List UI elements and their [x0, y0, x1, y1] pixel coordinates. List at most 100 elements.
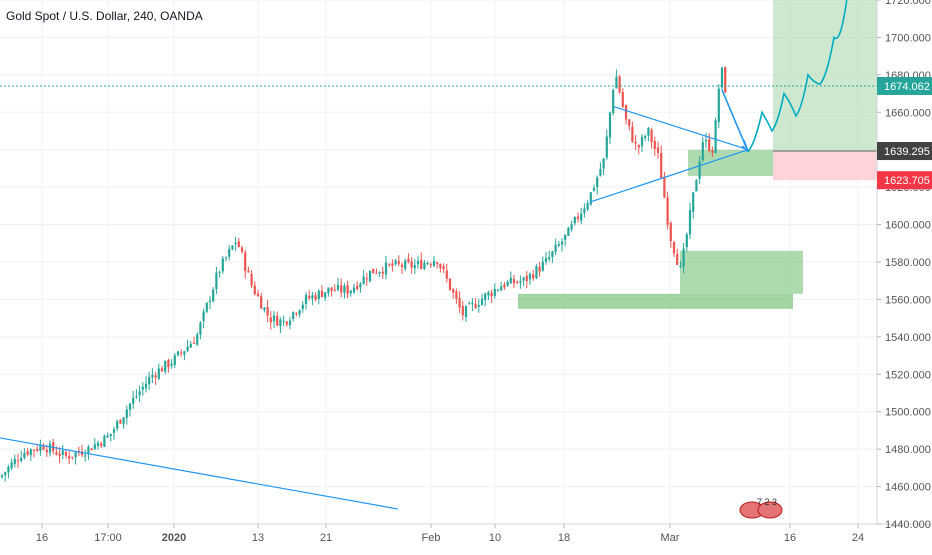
candle-body — [493, 289, 496, 297]
candle-body — [45, 449, 48, 453]
candle-body — [573, 216, 576, 224]
candle-body — [10, 462, 13, 469]
candle-body — [631, 126, 634, 142]
candle-body — [292, 312, 295, 319]
candle-body — [480, 298, 484, 305]
candle-body — [599, 169, 602, 176]
candle-body — [538, 266, 541, 272]
candle-body — [106, 435, 109, 438]
candle-body — [381, 271, 384, 274]
time-axis[interactable]: 16 17:00 2020 13 21 Feb 10 18 Mar 16 24 — [36, 524, 864, 544]
candle-body — [340, 285, 343, 293]
candle-body — [247, 270, 250, 273]
candle-body — [192, 342, 196, 344]
y-tick-label: 1660.000 — [885, 107, 931, 119]
candle-body — [314, 295, 317, 300]
candle-body — [173, 355, 176, 365]
candle-body — [416, 260, 420, 265]
candle-body — [0, 475, 4, 477]
candle-body — [215, 272, 218, 290]
candle-body — [208, 300, 212, 302]
candle-body — [685, 234, 688, 248]
candle-body — [61, 450, 64, 455]
candle-body — [164, 360, 167, 372]
trendline-resistance — [613, 106, 749, 151]
candle-body — [724, 67, 727, 93]
candle-body — [442, 266, 445, 270]
current-price-label-box — [877, 76, 932, 95]
candle-body — [125, 409, 128, 418]
candle-body — [688, 209, 692, 235]
candle-body — [397, 261, 400, 264]
candle-body — [304, 294, 308, 304]
candle-body — [4, 472, 7, 476]
candle-body — [128, 403, 132, 410]
demand-zone — [688, 149, 773, 176]
calendar-flag-icon: 7 2 3 — [739, 497, 783, 519]
candle-body — [448, 278, 452, 290]
y-tick-label: 1560.000 — [885, 294, 931, 306]
x-tick-label: 16 — [36, 532, 48, 544]
candle-body — [589, 192, 592, 205]
candle-body — [474, 303, 477, 308]
candle-body — [666, 197, 669, 225]
candle-body — [560, 241, 564, 245]
candle-body — [580, 213, 583, 221]
candle-body — [135, 395, 138, 397]
y-tick-label: 1720.000 — [885, 0, 931, 7]
candle-body — [244, 252, 247, 272]
candle-body — [276, 316, 279, 326]
candle-body — [144, 383, 148, 389]
candle-body — [279, 319, 282, 327]
candle-body — [576, 216, 580, 219]
candle-body — [74, 452, 77, 458]
candle-body — [567, 227, 570, 236]
candle-body — [557, 244, 560, 246]
events-badge[interactable]: 7 2 3 — [739, 497, 783, 519]
candle-body — [708, 138, 711, 151]
x-tick-label: 17:00 — [94, 532, 122, 544]
candle-body — [647, 127, 650, 136]
candle-body — [394, 260, 397, 265]
candle-body — [384, 262, 388, 275]
candle-body — [100, 443, 103, 446]
candle-body — [336, 284, 340, 290]
candle-body — [253, 285, 256, 295]
candle-body — [256, 293, 260, 297]
candle-body — [660, 152, 663, 179]
candle-body — [663, 176, 666, 198]
candle-body — [7, 466, 10, 473]
candle-body — [317, 290, 320, 299]
y-tick-label: 1460.000 — [885, 482, 931, 494]
candle-body — [234, 242, 237, 245]
candle-body — [711, 150, 714, 153]
candle-body — [503, 284, 506, 288]
badge-shape — [757, 501, 783, 519]
y-tick-label: 1500.000 — [885, 407, 931, 419]
candle-body — [295, 313, 298, 315]
candle-body — [196, 334, 199, 345]
candle-body — [272, 315, 276, 322]
candle-body — [205, 302, 208, 312]
y-tick-label: 1440.000 — [885, 519, 931, 531]
candle-body — [669, 222, 672, 241]
candle-body — [32, 449, 36, 451]
candle-body — [240, 247, 244, 252]
candle-body — [621, 92, 624, 107]
candle-body — [596, 177, 599, 188]
trendline-support — [589, 149, 749, 203]
candle-body — [103, 435, 106, 448]
candle-body — [656, 147, 660, 153]
x-tick-label: 10 — [489, 532, 501, 544]
candle-body — [199, 322, 202, 335]
stop-zone — [773, 151, 877, 181]
candle-body — [628, 119, 631, 126]
candle-body — [20, 457, 23, 462]
candle-body — [704, 139, 708, 142]
candle-body — [404, 260, 407, 269]
x-tick-label: 2020 — [162, 532, 186, 544]
stop-price-label: 1623.705 — [884, 175, 930, 187]
candle-body — [618, 76, 621, 93]
